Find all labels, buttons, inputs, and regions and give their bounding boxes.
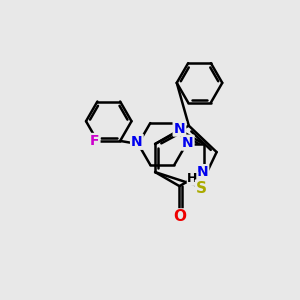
Text: N: N — [182, 136, 194, 150]
Text: O: O — [173, 209, 186, 224]
Text: H: H — [188, 172, 198, 185]
Text: N: N — [131, 135, 143, 149]
Text: N: N — [196, 165, 208, 179]
Text: S: S — [196, 181, 207, 196]
Text: F: F — [90, 134, 100, 148]
Text: N: N — [174, 122, 185, 136]
